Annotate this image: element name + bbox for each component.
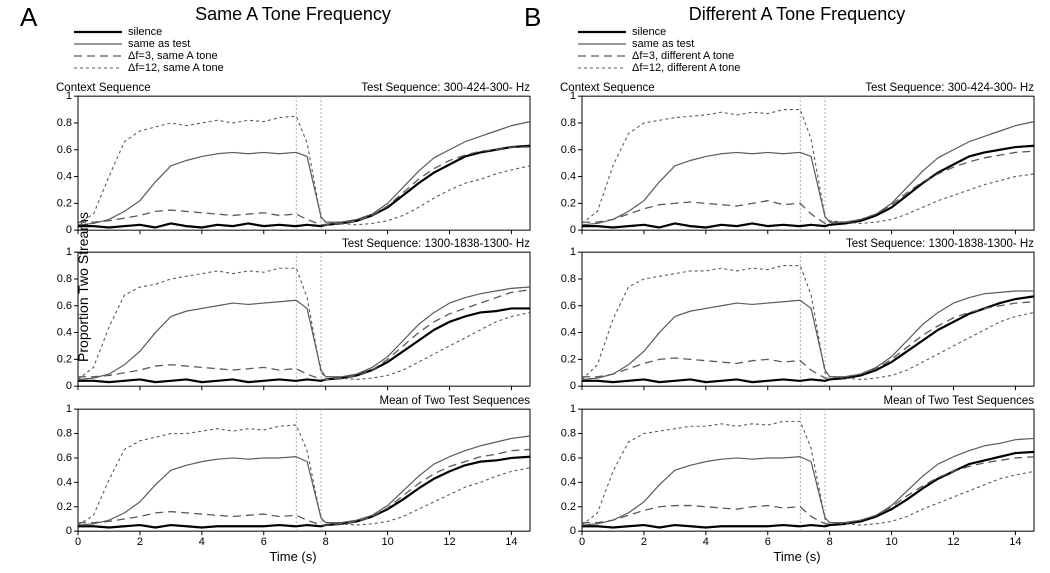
panel-b-0: Context Sequence Test Sequence: 300-424-…: [554, 84, 1040, 236]
svg-text:0.4: 0.4: [561, 327, 576, 339]
svg-text:4: 4: [703, 536, 709, 548]
svg-text:0.2: 0.2: [561, 500, 576, 512]
legend-label: silence: [128, 26, 162, 38]
column-b: B Different A Tone Frequency silencesame…: [554, 4, 1040, 565]
svg-text:10: 10: [381, 536, 393, 548]
x-axis-label-a: Time (s): [50, 549, 536, 565]
svg-text:12: 12: [443, 536, 455, 548]
svg-text:0.8: 0.8: [561, 117, 576, 129]
svg-text:0: 0: [570, 224, 576, 236]
panel-b-2: Mean of Two Test Sequences 0 0.2 0.4 0.6 0.8…: [554, 397, 1040, 549]
panel-a-0-caption-right: Test Sequence: 300-424-300- Hz: [361, 82, 530, 94]
legend-label: Δf=3, different A tone: [632, 50, 734, 62]
column-b-title: Different A Tone Frequency: [554, 4, 1040, 26]
legend-item: Δf=12, different A tone: [578, 62, 1040, 74]
svg-text:8: 8: [323, 536, 329, 548]
panel-b-2-caption-right: Mean of Two Test Sequences: [884, 395, 1034, 407]
svg-text:0.4: 0.4: [57, 476, 72, 488]
svg-text:0.8: 0.8: [561, 427, 576, 439]
svg-text:0.8: 0.8: [561, 273, 576, 285]
svg-text:10: 10: [885, 536, 897, 548]
svg-text:0.2: 0.2: [57, 500, 72, 512]
legend-b: silencesame as testΔf=3, different A ton…: [554, 26, 1040, 84]
svg-text:0.6: 0.6: [561, 452, 576, 464]
svg-text:0.2: 0.2: [561, 197, 576, 209]
svg-text:0.8: 0.8: [57, 427, 72, 439]
legend-label: silence: [632, 26, 666, 38]
legend-item: silence: [578, 26, 1040, 38]
panel-b-1: Test Sequence: 1300-1838-1300- Hz 0 0.2 0.…: [554, 240, 1040, 392]
panel-a-1-caption-right: Test Sequence: 1300-1838-1300- Hz: [342, 238, 530, 250]
legend-label: Δf=3, same A tone: [128, 50, 218, 62]
panel-letter-b: B: [524, 2, 541, 33]
figure-root: A Same A Tone Frequency silencesame as t…: [0, 0, 1050, 573]
legend-label: same as test: [632, 38, 694, 50]
legend-label: Δf=12, different A tone: [632, 62, 740, 74]
svg-text:6: 6: [261, 536, 267, 548]
svg-text:0: 0: [66, 380, 72, 392]
legend-item: Δf=12, same A tone: [74, 62, 536, 74]
svg-text:0.6: 0.6: [561, 144, 576, 156]
panel-b-0-caption-left: Context Sequence: [560, 82, 655, 94]
svg-text:0.4: 0.4: [561, 476, 576, 488]
legend-a: silencesame as testΔf=3, same A toneΔf=1…: [50, 26, 536, 84]
svg-text:0.8: 0.8: [57, 117, 72, 129]
svg-text:0.6: 0.6: [57, 300, 72, 312]
panel-a-0-caption-left: Context Sequence: [56, 82, 151, 94]
svg-text:8: 8: [827, 536, 833, 548]
svg-text:4: 4: [199, 536, 205, 548]
column-a-title: Same A Tone Frequency: [50, 4, 536, 26]
legend-label: same as test: [128, 38, 190, 50]
svg-text:0.6: 0.6: [561, 300, 576, 312]
panel-a-2: Mean of Two Test Sequences 0 0.2 0.4 0.6 0.8…: [50, 397, 536, 549]
svg-text:0.8: 0.8: [57, 273, 72, 285]
svg-text:1: 1: [570, 246, 576, 258]
svg-text:0: 0: [570, 525, 576, 537]
x-axis-label-b: Time (s): [554, 549, 1040, 565]
legend-item: Δf=3, same A tone: [74, 50, 536, 62]
legend-item: same as test: [74, 38, 536, 50]
svg-text:14: 14: [1009, 536, 1021, 548]
panel-letter-a: A: [20, 2, 37, 33]
legend-label: Δf=12, same A tone: [128, 62, 224, 74]
panel-a-1: Test Sequence: 1300-1838-1300- Hz 0 0.2 0.…: [50, 240, 536, 392]
svg-text:1: 1: [570, 403, 576, 415]
svg-text:14: 14: [505, 536, 517, 548]
svg-text:2: 2: [641, 536, 647, 548]
panel-a-2-caption-right: Mean of Two Test Sequences: [380, 395, 530, 407]
svg-text:0: 0: [579, 536, 585, 548]
svg-text:0.2: 0.2: [561, 354, 576, 366]
svg-text:0.6: 0.6: [57, 144, 72, 156]
legend-item: Δf=3, different A tone: [578, 50, 1040, 62]
legend-item: same as test: [578, 38, 1040, 50]
column-a: A Same A Tone Frequency silencesame as t…: [50, 4, 536, 565]
svg-text:0.6: 0.6: [57, 452, 72, 464]
panels-b: Context Sequence Test Sequence: 300-424-…: [554, 84, 1040, 549]
svg-text:0.4: 0.4: [57, 327, 72, 339]
svg-text:0: 0: [66, 525, 72, 537]
svg-text:6: 6: [765, 536, 771, 548]
legend-item: silence: [74, 26, 536, 38]
svg-text:0: 0: [570, 380, 576, 392]
svg-text:0.2: 0.2: [57, 197, 72, 209]
svg-text:0: 0: [66, 224, 72, 236]
panel-a-0: Context Sequence Test Sequence: 300-424-…: [50, 84, 536, 236]
svg-text:0.4: 0.4: [57, 171, 72, 183]
svg-text:1: 1: [66, 246, 72, 258]
svg-text:0.2: 0.2: [57, 354, 72, 366]
panels-a: Context Sequence Test Sequence: 300-424-…: [50, 84, 536, 549]
panel-b-1-caption-right: Test Sequence: 1300-1838-1300- Hz: [846, 238, 1034, 250]
svg-text:0: 0: [75, 536, 81, 548]
svg-text:2: 2: [137, 536, 143, 548]
svg-text:12: 12: [947, 536, 959, 548]
svg-text:0.4: 0.4: [561, 171, 576, 183]
svg-text:1: 1: [66, 403, 72, 415]
panel-b-0-caption-right: Test Sequence: 300-424-300- Hz: [865, 82, 1034, 94]
